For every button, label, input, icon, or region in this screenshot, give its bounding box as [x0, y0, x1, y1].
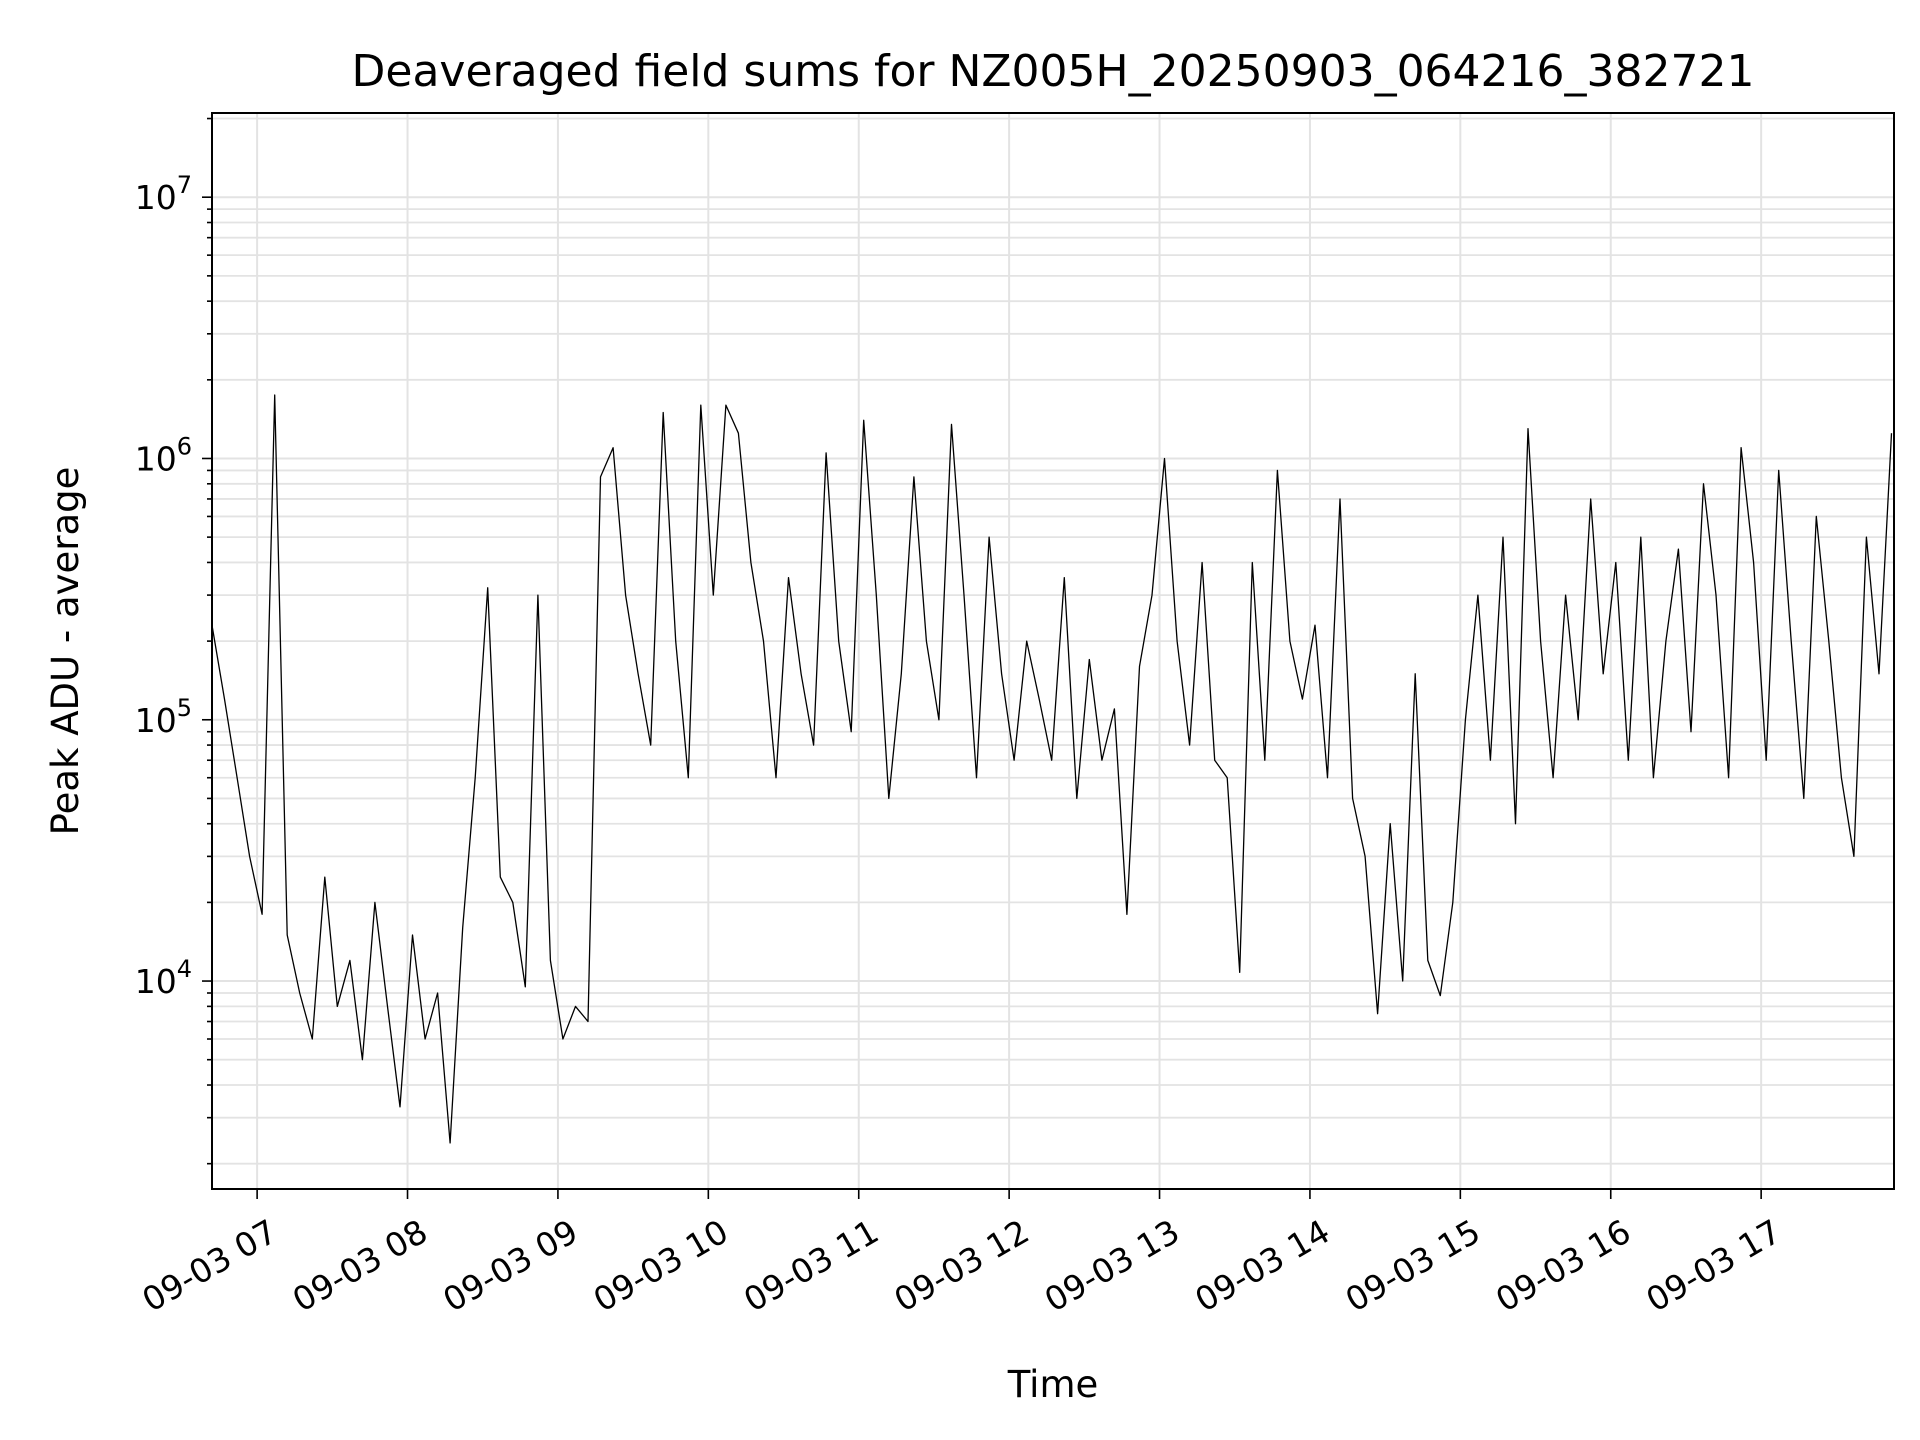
y-tick-exponent: 6 [177, 432, 192, 460]
x-tick-label: 09-03 10 [587, 1212, 735, 1320]
x-tick-label: 09-03 15 [1339, 1212, 1487, 1320]
y-tick-label: 104 [135, 955, 192, 1001]
x-tick-label: 09-03 08 [286, 1212, 434, 1320]
series-group [211, 394, 1893, 1144]
plot-frame [211, 112, 1895, 1190]
y-tick-label: 106 [135, 432, 192, 478]
y-tick-label: 107 [135, 171, 192, 217]
y-tick-exponent: 7 [177, 171, 192, 199]
x-tick-label: 09-03 09 [436, 1212, 584, 1320]
y-tick-base: 10 [135, 439, 177, 478]
x-tick-label: 09-03 12 [888, 1212, 1036, 1320]
x-tick-label: 09-03 16 [1489, 1212, 1637, 1320]
x-tick-label: 09-03 14 [1188, 1212, 1336, 1320]
y-tick-base: 10 [135, 178, 177, 217]
y-tick-base: 10 [135, 962, 177, 1001]
y-tick-exponent: 4 [177, 955, 192, 983]
y-tick-base: 10 [135, 701, 177, 740]
series-line [211, 394, 1893, 1144]
y-tick-label: 105 [135, 694, 192, 740]
x-axis-ticks: 09-03 07 09-03 08 09-03 09 09-03 10 09-03 11… [136, 1189, 1788, 1320]
x-axis-label: Time [1007, 1363, 1099, 1406]
chart-title: Deaveraged field sums for NZ005H_2025090… [352, 46, 1755, 97]
x-tick-label: 09-03 11 [737, 1212, 885, 1320]
y-axis-label: Peak ADU - average [44, 467, 87, 836]
y-tick-exponent: 5 [177, 694, 192, 722]
x-tick-label: 09-03 07 [136, 1212, 284, 1320]
x-tick-label: 09-03 17 [1640, 1212, 1788, 1320]
grid-lines [212, 113, 1894, 1189]
x-tick-label: 09-03 13 [1038, 1212, 1186, 1320]
